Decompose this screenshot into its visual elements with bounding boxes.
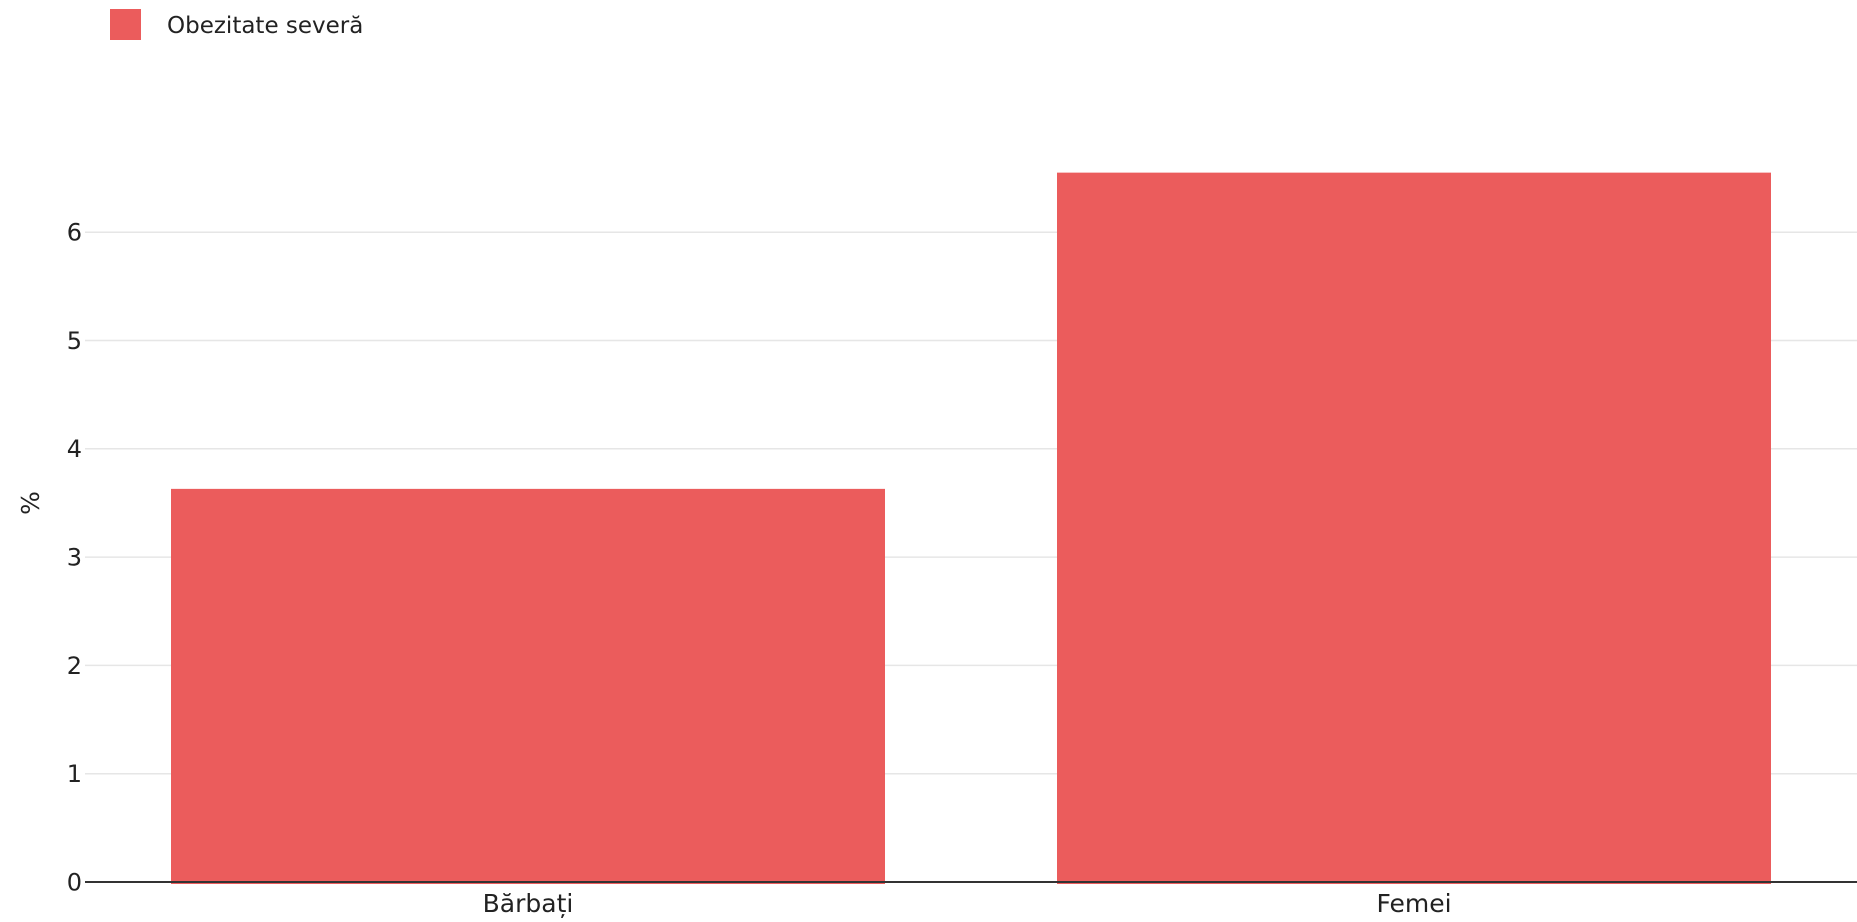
y-tick-label: 3 (67, 544, 82, 572)
y-tick-label: 4 (67, 435, 82, 463)
y-axis-title: % (16, 491, 45, 515)
bars (171, 172, 1771, 884)
x-category-label: Femei (1376, 889, 1451, 918)
x-category-label: Bărbați (483, 889, 574, 918)
legend: Obezitate severă (110, 9, 363, 40)
y-tick-label: 2 (67, 652, 82, 680)
y-tick-label: 5 (67, 327, 82, 355)
bar-femei (1057, 172, 1771, 884)
y-tick-label: 0 (67, 868, 82, 896)
y-axis-ticks: 0 1 2 3 4 5 6 (67, 219, 82, 897)
legend-swatch (110, 9, 141, 40)
y-tick-label: 1 (67, 760, 82, 788)
legend-label: Obezitate severă (167, 13, 363, 39)
bar-barbati (171, 488, 885, 884)
x-axis: Bărbați Femei (85, 881, 1857, 918)
y-tick-label: 6 (67, 219, 82, 247)
